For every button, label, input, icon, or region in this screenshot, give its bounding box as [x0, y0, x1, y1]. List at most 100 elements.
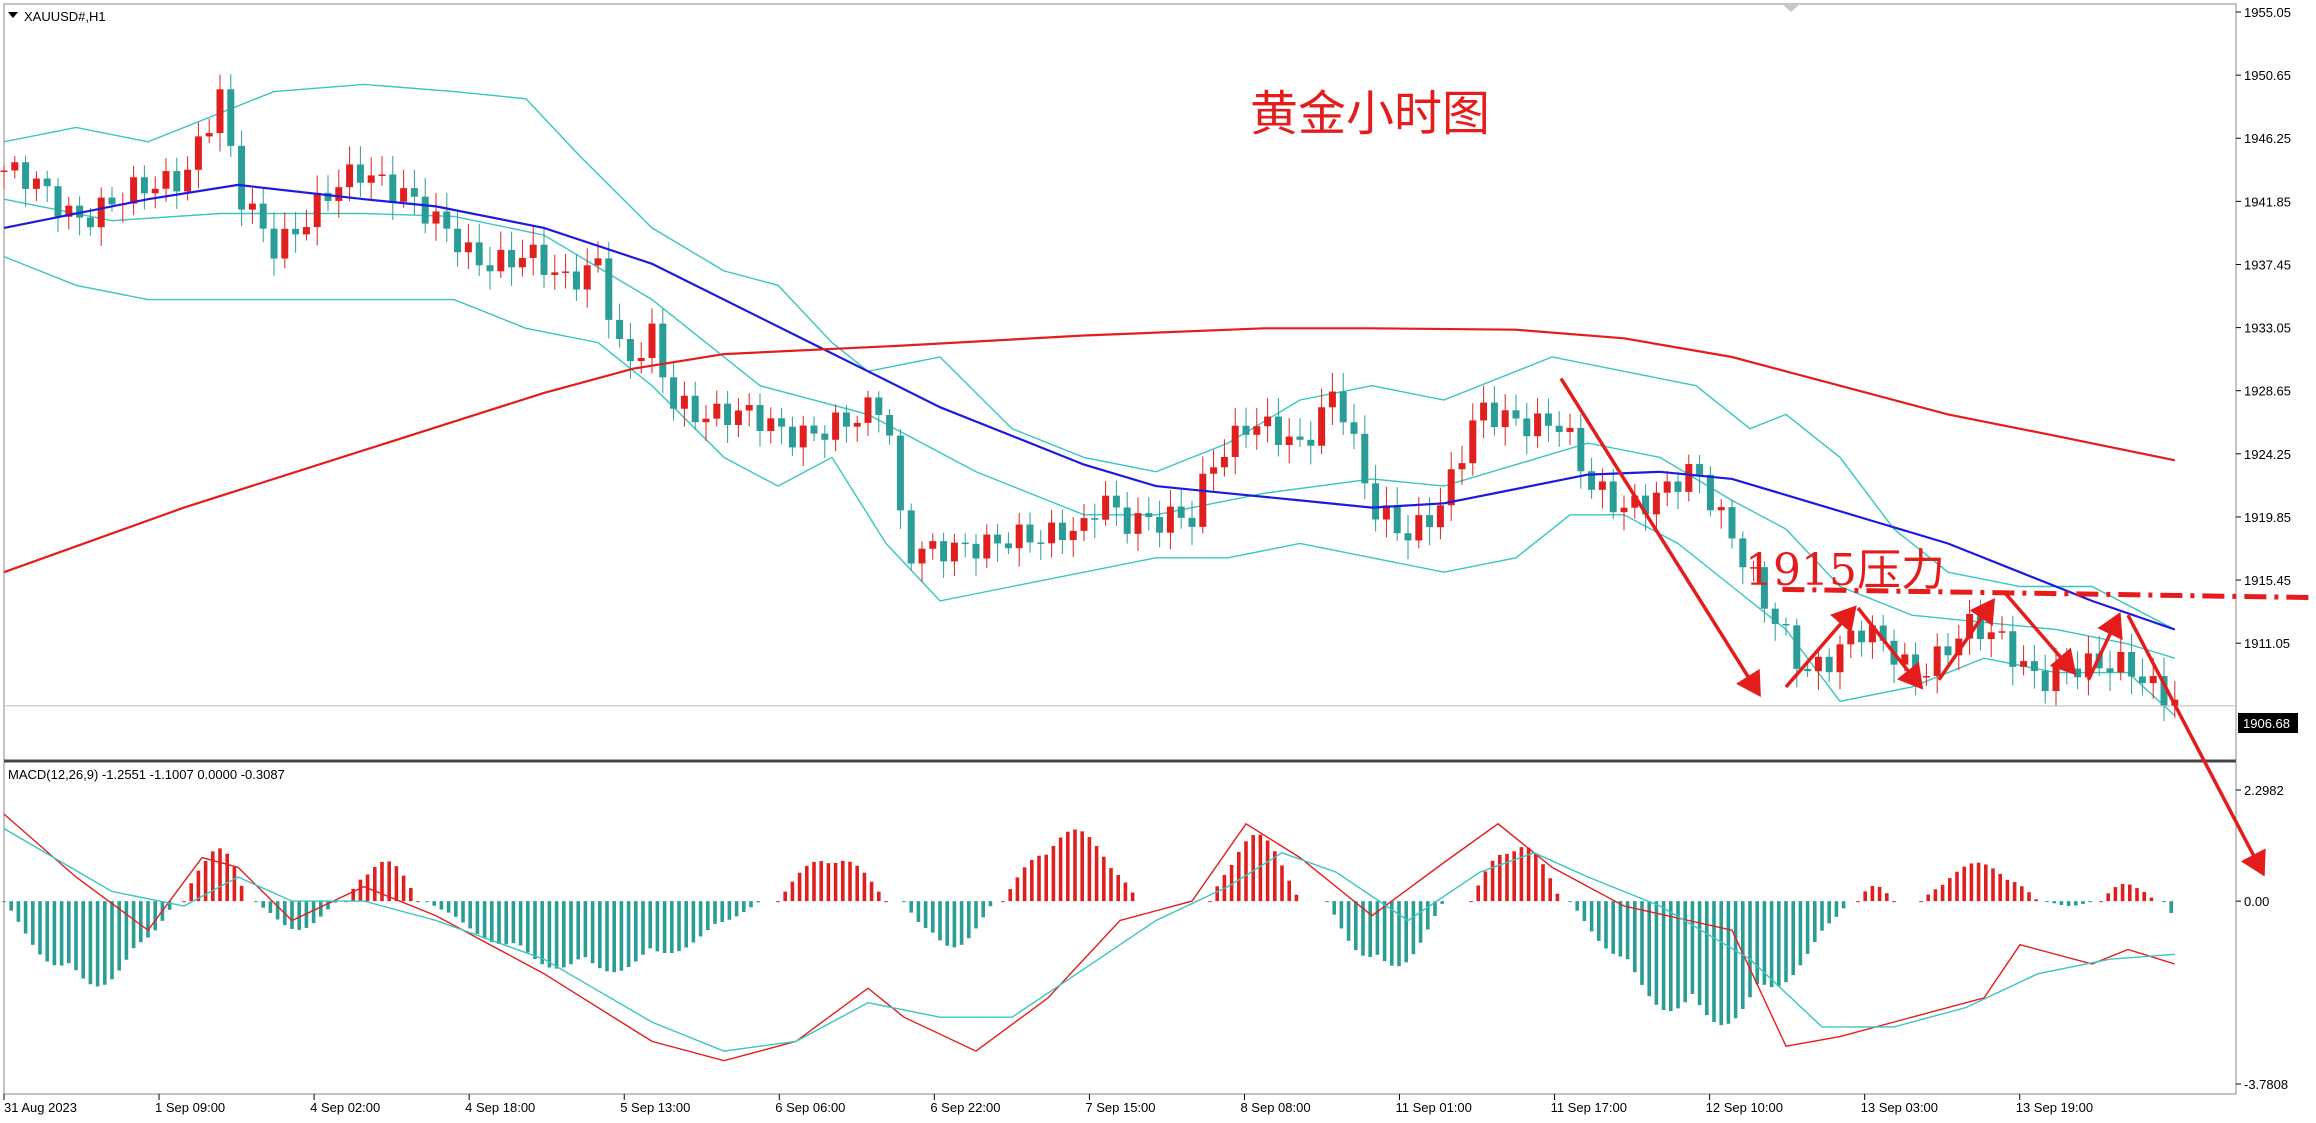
candle-bear: [896, 435, 904, 511]
macd-lines: [3, 813, 2176, 1062]
candle-bear: [1242, 425, 1250, 435]
candle-bear: [1393, 505, 1401, 534]
candle-bull: [302, 227, 310, 235]
macd-bar-positive: [218, 848, 222, 902]
macd-bar-positive: [841, 860, 845, 902]
current-price-tag: [2238, 713, 2298, 733]
macd-bar-negative: [1568, 901, 1572, 903]
candle-bull: [346, 164, 354, 188]
macd-bar-negative: [1798, 901, 1803, 966]
macd-bar-negative: [1589, 901, 1594, 932]
candle-bull: [1328, 391, 1336, 408]
candle-bear: [756, 405, 764, 432]
macd-bar-negative: [2045, 901, 2049, 903]
macd-bar-negative: [1433, 901, 1437, 917]
candle-bear: [778, 418, 786, 427]
macd-bar-negative: [146, 901, 150, 938]
candle-bear: [1825, 656, 1833, 673]
macd-bar-negative: [1354, 901, 1358, 951]
macd-bar-positive: [1037, 855, 1041, 902]
candle-bear: [994, 534, 1002, 544]
macd-bar-negative: [526, 901, 530, 953]
candle-bull: [151, 188, 159, 194]
macd-bar-positive: [1280, 865, 1284, 902]
macd-bar-negative: [1712, 901, 1716, 1023]
macd-bar-positive: [1058, 837, 1063, 902]
macd-label: MACD(12,26,9) -1.2551 -1.1007 0.0000 -0.…: [8, 767, 285, 782]
bollinger-band-2: [3, 198, 2176, 659]
macd-bar-negative: [1827, 901, 1831, 924]
candle-bear: [22, 162, 30, 189]
candle-bull: [367, 175, 375, 183]
macd-bar-negative: [562, 901, 566, 968]
macd-bar-positive: [1877, 886, 1882, 902]
macd-bar-negative: [275, 901, 280, 920]
candle-bull: [950, 542, 958, 562]
macd-bar-positive: [1856, 901, 1860, 903]
macd-bar-negative: [1676, 901, 1680, 1009]
scroll-marker-icon[interactable]: [1782, 4, 1800, 12]
time-tick-label: 13 Sep 03:00: [1861, 1100, 1938, 1115]
macd-bar-negative: [938, 901, 942, 941]
macd-bar-negative: [1618, 901, 1623, 957]
macd-bar-negative: [540, 901, 544, 965]
price-tick-label: 1941.85: [2244, 194, 2291, 209]
candle-bear: [1944, 646, 1952, 656]
candle-bull: [1447, 469, 1455, 506]
candle-bull: [1134, 513, 1142, 534]
annotation-title: 黄金小时图: [1250, 86, 1490, 142]
macd-bar-negative: [583, 901, 588, 958]
candle-bull: [2084, 653, 2092, 678]
macd-bar-negative: [461, 901, 465, 923]
time-tick-label: 13 Sep 19:00: [2016, 1100, 2093, 1115]
candle-bear: [1339, 391, 1347, 423]
macd-bar-positive: [1933, 889, 1938, 902]
macd-bar-negative: [547, 901, 552, 968]
symbol-label: XAUUSD#,H1: [24, 9, 106, 24]
macd-bar-positive: [351, 888, 355, 902]
macd-bar-negative: [612, 901, 616, 973]
candle-bull: [864, 397, 872, 423]
candle-bull: [583, 265, 591, 290]
macd-axis[interactable]: 2.2982 0.00 -3.7808: [2236, 783, 2288, 1092]
candle-bear: [1058, 522, 1066, 541]
macd-bar-negative: [1346, 901, 1351, 941]
macd-bar-negative: [981, 901, 985, 918]
macd-bar-negative: [110, 901, 114, 980]
time-axis[interactable]: 31 Aug 2023 1 Sep 09:00 4 Sep 02:00 4 Sep 1…: [3, 1094, 2093, 1115]
dropdown-triangle-icon[interactable]: [8, 12, 18, 18]
candle-bull: [594, 258, 602, 266]
trend-arrow: [1784, 605, 1857, 689]
candle-bear: [659, 323, 667, 378]
price-axis[interactable]: 1955.05 1950.65 1946.25 1941.85 1937.45 1933.…: [2236, 5, 2291, 651]
candle-bear: [108, 197, 116, 205]
macd-bar-negative: [59, 901, 64, 966]
candle-bear: [454, 228, 462, 253]
macd-bar-positive: [2027, 892, 2031, 902]
candle-bull: [2117, 651, 2125, 673]
candle-bear: [626, 339, 634, 362]
macd-bar-negative: [1683, 901, 1687, 1003]
macd-bar-positive: [1265, 840, 1270, 902]
macd-bar-negative: [648, 901, 652, 949]
time-tick-label: 8 Sep 08:00: [1240, 1100, 1310, 1115]
macd-bar-positive: [1948, 878, 1952, 902]
candle-bear: [421, 196, 429, 224]
macd-bar-negative: [590, 901, 595, 964]
candle-bear: [1037, 542, 1045, 544]
macd-bar-negative: [446, 901, 451, 913]
macd-bar-positive: [1483, 871, 1488, 902]
macd-bar-negative: [677, 901, 681, 952]
candle-bull: [1836, 644, 1844, 673]
candle-bear: [324, 192, 332, 201]
candle-bull: [1652, 492, 1660, 515]
macd-bar-positive: [1919, 901, 1923, 903]
macd-bar-positive: [1541, 864, 1545, 902]
candle-bull: [2020, 661, 2028, 667]
candle-bull: [983, 534, 991, 559]
macd-bar-negative: [641, 901, 645, 955]
resistance-line: [1782, 586, 2316, 601]
candle-bull: [680, 395, 688, 409]
macd-bar-negative: [454, 901, 458, 917]
